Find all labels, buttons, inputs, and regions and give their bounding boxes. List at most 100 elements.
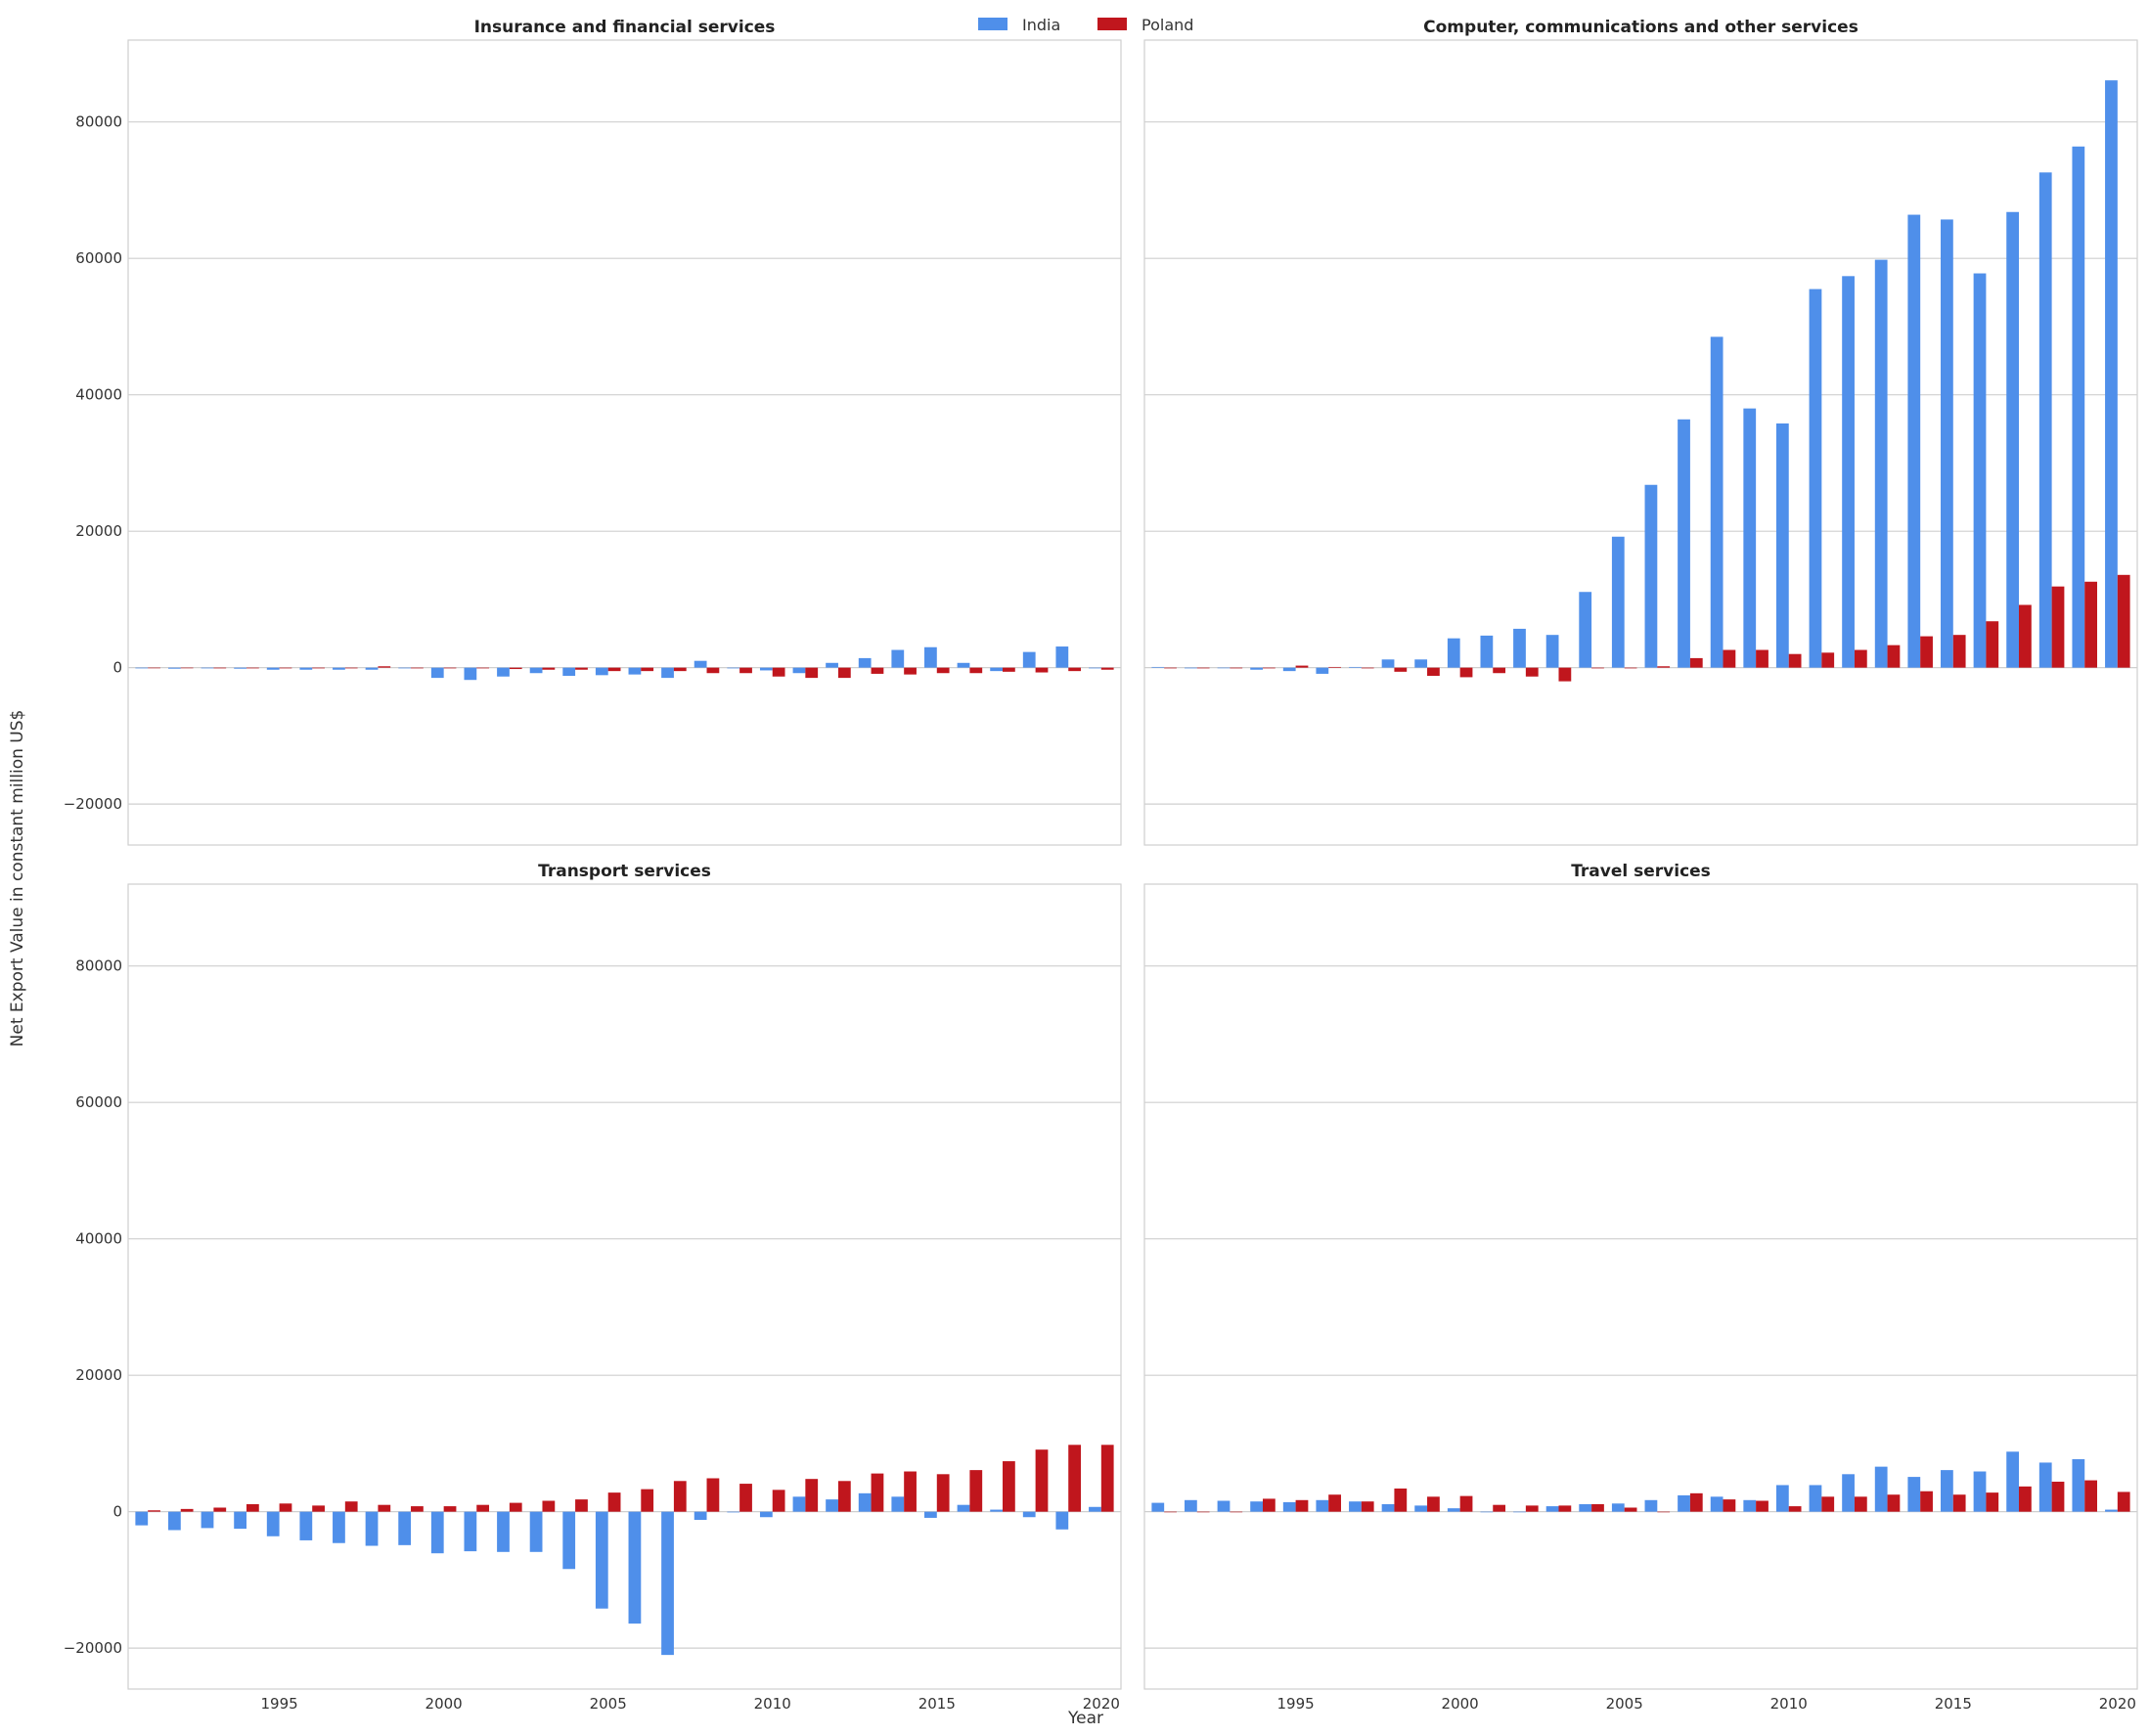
bar-poland-2002 <box>509 667 522 670</box>
bar-india-2003 <box>529 667 543 674</box>
bar-poland-2012 <box>837 1481 851 1512</box>
x-tick-label: 2000 <box>425 1695 463 1713</box>
bar-poland-1994 <box>1262 667 1276 669</box>
bar-poland-2011 <box>1821 652 1835 668</box>
bar-poland-2010 <box>772 1490 785 1512</box>
y-tick-label: −20000 <box>64 795 122 813</box>
bar-india-2011 <box>792 1496 806 1512</box>
bar-india-2018 <box>1022 1511 1036 1518</box>
bar-poland-2000 <box>443 1506 457 1512</box>
bar-poland-1997 <box>1361 667 1374 669</box>
y-tick-label: 0 <box>112 1503 122 1521</box>
bar-poland-2009 <box>739 667 752 674</box>
bar-india-1997 <box>333 1511 345 1543</box>
bar-india-2004 <box>1579 592 1592 668</box>
bar-poland-1994 <box>246 667 259 669</box>
x-axis-label: Year <box>1067 1709 1103 1728</box>
bar-india-1995 <box>1282 667 1296 672</box>
bar-india-1994 <box>1250 1501 1263 1512</box>
bar-poland-2015 <box>936 667 950 674</box>
bar-india-2006 <box>1644 1499 1658 1512</box>
bar-poland-1993 <box>213 667 227 669</box>
bar-india-1992 <box>1185 1499 1197 1512</box>
bar-poland-2011 <box>1821 1496 1835 1512</box>
bar-poland-2007 <box>673 667 687 672</box>
bar-india-2020 <box>1089 667 1101 669</box>
bar-poland-2005 <box>1624 667 1637 669</box>
bar-poland-1991 <box>1164 1511 1177 1513</box>
bar-india-2012 <box>826 662 838 668</box>
bar-india-2006 <box>628 667 642 675</box>
bar-poland-1996 <box>312 667 325 669</box>
bar-india-1991 <box>1151 1502 1165 1512</box>
panel-title: Computer, communications and other servi… <box>1423 18 1858 37</box>
bar-india-2002 <box>1513 1511 1526 1513</box>
bar-poland-2014 <box>1920 1491 1933 1512</box>
bar-poland-2018 <box>2051 586 2065 668</box>
bar-poland-2016 <box>969 667 983 674</box>
bar-india-2009 <box>727 667 740 669</box>
bar-poland-2019 <box>1068 667 1081 672</box>
bar-india-1991 <box>135 1511 149 1526</box>
y-tick-label: 0 <box>112 659 122 677</box>
bar-india-2015 <box>1941 219 1953 668</box>
bar-india-2019 <box>1055 646 1069 668</box>
bar-india-1996 <box>1316 667 1329 674</box>
bar-poland-2007 <box>1689 657 1703 668</box>
bar-india-1999 <box>398 1511 412 1545</box>
bar-poland-2009 <box>739 1484 752 1512</box>
bar-poland-2010 <box>772 667 785 677</box>
panel-2: Computer, communications and other servi… <box>1143 18 2138 846</box>
bar-poland-1996 <box>1328 666 1341 668</box>
bar-poland-2016 <box>1986 621 1999 668</box>
bar-india-2001 <box>464 1511 477 1552</box>
bar-poland-1998 <box>378 1504 391 1512</box>
bar-poland-2018 <box>1035 667 1049 673</box>
bar-poland-1991 <box>148 667 160 669</box>
bar-poland-2000 <box>1459 1495 1473 1512</box>
x-tick-label: 2000 <box>1442 1695 1479 1713</box>
bar-india-1995 <box>1282 1501 1296 1512</box>
bar-poland-2013 <box>1887 645 1901 668</box>
bar-poland-1995 <box>1295 1499 1309 1512</box>
legend-swatch-poland <box>1097 18 1127 30</box>
bar-india-2003 <box>1545 635 1559 668</box>
bar-poland-2006 <box>641 1489 654 1512</box>
x-tick-label: 1995 <box>261 1695 298 1713</box>
bar-poland-2004 <box>1591 667 1604 669</box>
bar-india-2006 <box>1644 484 1658 668</box>
bar-poland-2013 <box>871 667 884 674</box>
bar-india-1996 <box>299 667 313 670</box>
bar-poland-2012 <box>837 667 851 679</box>
bar-india-2005 <box>595 1511 608 1609</box>
bar-india-1997 <box>1349 666 1362 668</box>
bar-poland-2009 <box>1756 1500 1768 1512</box>
bar-india-2020 <box>1089 1506 1101 1512</box>
bar-poland-1999 <box>1427 1496 1440 1512</box>
bar-poland-2001 <box>476 1504 490 1512</box>
panel-4: Travel services 1995 2000 2005 2010 2015 2020 <box>1143 862 2138 1713</box>
bar-india-1995 <box>266 1511 280 1536</box>
bar-india-1996 <box>299 1511 313 1540</box>
bar-poland-1993 <box>1230 667 1243 669</box>
bar-poland-2019 <box>2084 1480 2097 1512</box>
bar-poland-2001 <box>1493 667 1506 674</box>
bar-india-1999 <box>398 667 412 669</box>
y-tick-label: 80000 <box>75 957 122 975</box>
bar-poland-1999 <box>411 1506 424 1512</box>
bar-india-2000 <box>1447 1508 1460 1512</box>
x-tick-label: 1995 <box>1277 1695 1315 1713</box>
bar-poland-1995 <box>279 667 292 669</box>
y-tick-label: 60000 <box>75 1093 122 1111</box>
bar-india-1998 <box>365 667 379 670</box>
bar-poland-1996 <box>1328 1494 1341 1512</box>
bar-india-2001 <box>1480 635 1494 668</box>
bar-poland-2008 <box>706 1478 720 1512</box>
bar-india-2016 <box>1973 1471 1987 1512</box>
bar-india-2017 <box>2006 1451 2020 1512</box>
panel-frame <box>127 883 1122 1690</box>
bar-india-2016 <box>1973 273 1987 668</box>
bar-india-1992 <box>1185 667 1197 669</box>
bar-india-2009 <box>727 1511 740 1513</box>
bar-india-2015 <box>1941 1470 1953 1512</box>
